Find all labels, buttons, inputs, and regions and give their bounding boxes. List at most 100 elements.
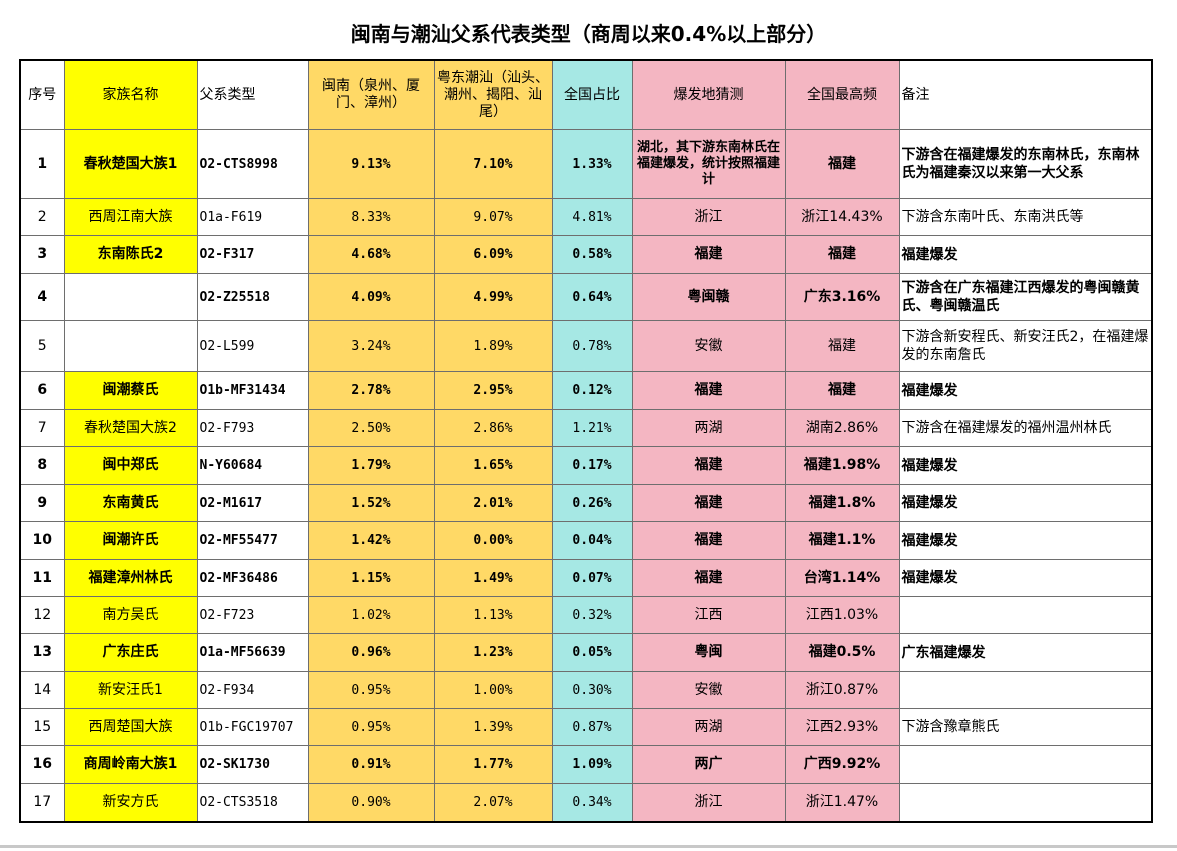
cell-national-share: 0.32%: [551, 596, 633, 634]
header-highest-frequency: 全国最高频: [784, 59, 900, 130]
cell-family: 新安方氏: [63, 783, 198, 822]
cell-national-share: 0.26%: [551, 484, 633, 522]
cell-highest-frequency: 浙江14.43%: [784, 198, 900, 236]
cell-chaoshan: 0.00%: [433, 521, 553, 560]
cell-chaoshan: 2.86%: [433, 409, 553, 447]
cell-note: 福建爆发: [898, 446, 1153, 485]
cell-note: 福建爆发: [898, 559, 1153, 597]
cell-chaoshan: 1.65%: [433, 446, 553, 485]
page-title: 闽南与潮汕父系代表类型（商周以来0.4%以上部分）: [350, 22, 827, 46]
cell-national-share: 4.81%: [551, 198, 633, 236]
cell-family: 商周岭南大族1: [63, 745, 198, 784]
cell-note: 福建爆发: [898, 235, 1153, 274]
cell-haplogroup: O2-MF36486: [196, 559, 309, 597]
cell-haplogroup: O2-CTS3518: [196, 783, 309, 822]
table-row: 9 东南黄氏 O2-M1617 1.52% 2.01% 0.26% 福建 福建1.8% 福建爆发: [19, 484, 1153, 522]
cell-haplogroup: O1b-MF31434: [196, 371, 309, 410]
header-national-share: 全国占比: [551, 59, 633, 130]
table-row: 5 O2-L599 3.24% 1.89% 0.78% 安徽 福建 下游含新安程氏、新安汪氏2…: [19, 320, 1153, 372]
table-row: 1 春秋楚国大族1 O2-CTS8998 9.13% 7.10% 1.33% 湖北，其下游东…: [19, 129, 1153, 199]
cell-seq: 12: [19, 596, 65, 634]
cell-family: [63, 273, 198, 321]
cell-chaoshan: 1.77%: [433, 745, 553, 784]
cell-highest-frequency: 广东3.16%: [784, 273, 900, 321]
cell-note: 广东福建爆发: [898, 633, 1153, 672]
cell-origin-guess: 浙江: [631, 198, 786, 236]
cell-note: 福建爆发: [898, 371, 1153, 410]
cell-origin-guess: 江西: [631, 596, 786, 634]
table-row: 16 商周岭南大族1 O2-SK1730 0.91% 1.77% 1.09% 两广 广西9.9…: [19, 745, 1153, 784]
cell-highest-frequency: 福建1.8%: [784, 484, 900, 522]
cell-chaoshan: 2.95%: [433, 371, 553, 410]
cell-note: [898, 671, 1153, 709]
cell-highest-frequency: 福建0.5%: [784, 633, 900, 672]
cell-origin-guess: 福建: [631, 446, 786, 485]
cell-highest-frequency: 浙江1.47%: [784, 783, 900, 822]
table-row: 3 东南陈氏2 O2-F317 4.68% 6.09% 0.58% 福建 福建 福建爆发: [19, 235, 1153, 274]
cell-highest-frequency: 福建1.98%: [784, 446, 900, 485]
cell-seq: 3: [19, 235, 65, 274]
cell-origin-guess: 福建: [631, 235, 786, 274]
cell-national-share: 0.04%: [551, 521, 633, 560]
cell-seq: 6: [19, 371, 65, 410]
cell-seq: 17: [19, 783, 65, 822]
cell-note: 福建爆发: [898, 521, 1153, 560]
cell-note: 下游含东南叶氏、东南洪氏等: [898, 198, 1153, 236]
cell-haplogroup: O2-MF55477: [196, 521, 309, 560]
cell-minnan: 9.13%: [307, 129, 435, 199]
cell-family: 闽中郑氏: [63, 446, 198, 485]
cell-minnan: 4.09%: [307, 273, 435, 321]
cell-highest-frequency: 台湾1.14%: [784, 559, 900, 597]
cell-family: 东南陈氏2: [63, 235, 198, 274]
cell-national-share: 1.33%: [551, 129, 633, 199]
cell-seq: 2: [19, 198, 65, 236]
header-row: 序号 家族名称 父系类型 闽南（泉州、厦门、漳州） 粤东潮汕（汕头、潮州、揭阳、…: [19, 59, 1153, 130]
header-haplogroup: 父系类型: [196, 59, 309, 130]
cell-chaoshan: 6.09%: [433, 235, 553, 274]
cell-family: 闽潮许氏: [63, 521, 198, 560]
cell-seq: 13: [19, 633, 65, 672]
cell-national-share: 0.30%: [551, 671, 633, 709]
cell-minnan: 2.50%: [307, 409, 435, 447]
cell-family: 广东庄氏: [63, 633, 198, 672]
cell-origin-guess: 两广: [631, 745, 786, 784]
cell-highest-frequency: 福建: [784, 371, 900, 410]
cell-national-share: 0.12%: [551, 371, 633, 410]
cell-chaoshan: 2.07%: [433, 783, 553, 822]
cell-minnan: 0.96%: [307, 633, 435, 672]
cell-family: 西周楚国大族: [63, 708, 198, 746]
cell-origin-guess: 安徽: [631, 671, 786, 709]
cell-minnan: 1.15%: [307, 559, 435, 597]
header-minnan: 闽南（泉州、厦门、漳州）: [307, 59, 435, 130]
cell-minnan: 8.33%: [307, 198, 435, 236]
cell-haplogroup: O1a-MF56639: [196, 633, 309, 672]
cell-minnan: 4.68%: [307, 235, 435, 274]
cell-seq: 14: [19, 671, 65, 709]
table-row: 6 闽潮蔡氏 O1b-MF31434 2.78% 2.95% 0.12% 福建 福建 福建爆发: [19, 371, 1153, 410]
cell-minnan: 0.95%: [307, 671, 435, 709]
table-row: 17 新安方氏 O2-CTS3518 0.90% 2.07% 0.34% 浙江 浙江1.47%: [19, 783, 1153, 822]
cell-highest-frequency: 浙江0.87%: [784, 671, 900, 709]
cell-minnan: 3.24%: [307, 320, 435, 372]
cell-note: 福建爆发: [898, 484, 1153, 522]
cell-highest-frequency: 江西1.03%: [784, 596, 900, 634]
cell-highest-frequency: 福建: [784, 320, 900, 372]
cell-minnan: 1.52%: [307, 484, 435, 522]
cell-national-share: 0.87%: [551, 708, 633, 746]
cell-seq: 16: [19, 745, 65, 784]
cell-haplogroup: O1b-FGC19707: [196, 708, 309, 746]
cell-haplogroup: O2-Z25518: [196, 273, 309, 321]
cell-note: 下游含新安程氏、新安汪氏2，在福建爆发的东南詹氏: [898, 320, 1153, 372]
table-row: 4 O2-Z25518 4.09% 4.99% 0.64% 粤闽赣 广东3.16% 下游含在广…: [19, 273, 1153, 321]
cell-chaoshan: 4.99%: [433, 273, 553, 321]
cell-origin-guess: 浙江: [631, 783, 786, 822]
cell-note: [898, 745, 1153, 784]
cell-highest-frequency: 广西9.92%: [784, 745, 900, 784]
cell-note: 下游含在福建爆发的福州温州林氏: [898, 409, 1153, 447]
cell-family: 春秋楚国大族2: [63, 409, 198, 447]
cell-minnan: 0.95%: [307, 708, 435, 746]
cell-chaoshan: 2.01%: [433, 484, 553, 522]
cell-national-share: 0.78%: [551, 320, 633, 372]
cell-note: 下游含在广东福建江西爆发的粤闽赣黄氏、粤闽赣温氏: [898, 273, 1153, 321]
cell-origin-guess: 安徽: [631, 320, 786, 372]
